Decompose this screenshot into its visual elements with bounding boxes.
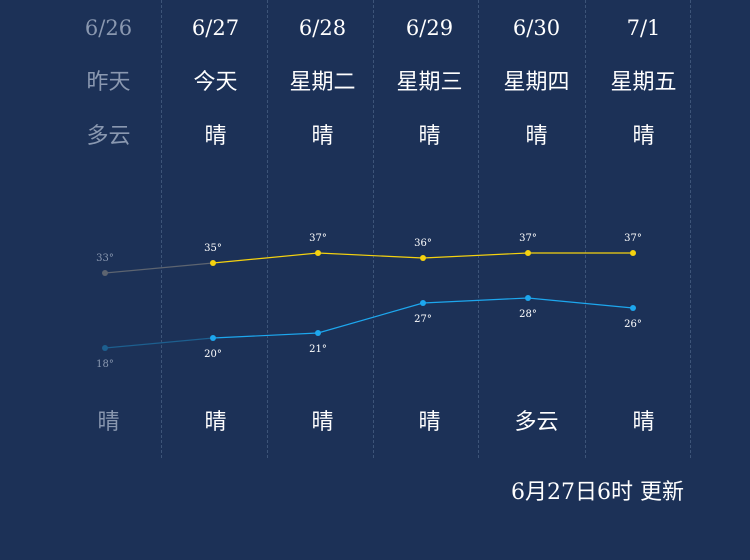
low-temp-point — [102, 345, 108, 351]
day-weather: 晴 — [311, 124, 334, 149]
day-name: 星期二 — [289, 70, 356, 95]
high-temp-label: 36° — [414, 238, 432, 249]
temp-line-segment — [527, 297, 634, 309]
temp-line-segment — [317, 302, 424, 334]
low-temp-label: 28° — [519, 309, 537, 320]
day-name: 星期五 — [610, 70, 677, 95]
day-date: 6/28 — [298, 16, 347, 40]
night-weather: 多云 — [514, 410, 559, 435]
temp-line-segment — [422, 297, 529, 304]
day-weather: 晴 — [632, 124, 655, 149]
night-weather: 晴 — [311, 410, 334, 435]
day-date: 6/27 — [191, 16, 240, 40]
temperature-chart: 33° 35° 37° 36° 37° 37° 18° 20° 21° 27° 28° 26° — [96, 233, 642, 370]
temp-line-segment — [317, 252, 424, 259]
temp-line-segment — [104, 337, 214, 349]
low-temp-label: 27° — [414, 314, 432, 325]
high-temp-label: 37° — [624, 233, 642, 244]
temp-line-segment — [104, 262, 214, 274]
day-date: 6/30 — [512, 16, 561, 40]
day-name: 今天 — [193, 70, 238, 95]
day-column-6-27: 6/27 今天 晴 晴 — [162, 0, 269, 460]
low-temp-point — [420, 300, 426, 306]
update-time: 6月27日6时 更新 — [511, 480, 684, 505]
column-divider — [478, 0, 479, 458]
night-weather: 晴 — [204, 410, 227, 435]
column-divider — [373, 0, 374, 458]
high-temp-label: 33° — [96, 253, 114, 264]
low-temp-point — [210, 335, 216, 341]
day-weather: 晴 — [525, 124, 548, 149]
column-divider — [267, 0, 268, 458]
night-weather: 晴 — [418, 410, 441, 435]
column-divider — [690, 0, 691, 458]
day-column-6-28: 6/28 星期二 晴 晴 — [269, 0, 376, 460]
high-temp-point — [630, 250, 636, 256]
high-temp-point — [102, 270, 108, 276]
high-temp-point — [525, 250, 531, 256]
high-temp-label: 35° — [204, 243, 222, 254]
day-name: 星期四 — [503, 70, 570, 95]
temp-line-segment — [212, 252, 319, 264]
column-divider — [585, 0, 586, 458]
high-temp-label: 37° — [309, 233, 327, 244]
low-temp-label: 18° — [96, 359, 114, 370]
high-temp-point — [210, 260, 216, 266]
day-date: 6/26 — [84, 16, 133, 40]
low-temp-point — [525, 295, 531, 301]
day-weather: 晴 — [204, 124, 227, 149]
day-weather: 多云 — [86, 124, 131, 149]
day-name: 星期三 — [396, 70, 463, 95]
temp-line-segment — [212, 332, 319, 339]
day-column-6-30: 6/30 星期四 晴 多云 — [483, 0, 590, 460]
day-column-6-26: 6/26 昨天 多云 晴 — [55, 0, 162, 460]
low-temp-label: 21° — [309, 344, 327, 355]
day-column-7-1: 7/1 星期五 晴 晴 — [590, 0, 697, 460]
day-column-6-29: 6/29 星期三 晴 晴 — [376, 0, 483, 460]
night-weather: 晴 — [632, 410, 655, 435]
column-divider — [161, 0, 162, 458]
day-name: 昨天 — [86, 70, 131, 95]
day-date: 7/1 — [626, 16, 661, 40]
high-temp-point — [420, 255, 426, 261]
temp-line-segment — [422, 252, 529, 259]
day-weather: 晴 — [418, 124, 441, 149]
low-temp-point — [315, 330, 321, 336]
day-date: 6/29 — [405, 16, 454, 40]
low-temp-point — [630, 305, 636, 311]
high-temp-label: 37° — [519, 233, 537, 244]
night-weather: 晴 — [97, 410, 120, 435]
high-temp-point — [315, 250, 321, 256]
low-temp-label: 26° — [624, 319, 642, 330]
low-temp-label: 20° — [204, 349, 222, 360]
